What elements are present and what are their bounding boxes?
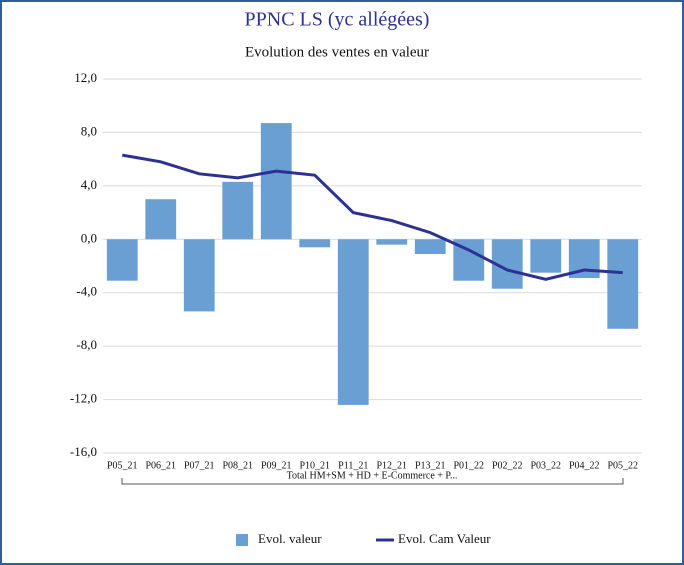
- y-tick-label: 4,0: [81, 177, 97, 192]
- bar: [106, 239, 138, 281]
- bar: [376, 239, 408, 245]
- y-tick-label: -8,0: [76, 337, 97, 352]
- legend-swatch: [236, 534, 248, 546]
- legend-label: Evol. valeur: [258, 531, 322, 546]
- line: [121, 153, 623, 281]
- y-tick-label: 8,0: [81, 123, 97, 138]
- bar: [607, 239, 639, 329]
- y-tick-label: -12,0: [70, 391, 97, 406]
- y-tick-label: 0,0: [81, 230, 97, 245]
- bar: [530, 239, 562, 273]
- chart-title: PPNC LS (yc allégées): [245, 9, 430, 31]
- chart-subtitle: Evolution des ventes en valeur: [245, 44, 429, 60]
- x-tick-label: P12_21: [376, 460, 407, 471]
- bar: [299, 239, 331, 248]
- x-tick-label: P07_21: [184, 460, 215, 471]
- x-tick-label: P04_22: [569, 460, 600, 471]
- bar: [414, 239, 446, 254]
- bar: [222, 181, 254, 240]
- y-tick-label: -4,0: [76, 284, 97, 299]
- x-tick-label: P03_22: [530, 460, 561, 471]
- x-tick-label: P02_22: [492, 460, 523, 471]
- x-tick-label: P10_21: [299, 460, 330, 471]
- x-tick-label: P11_21: [338, 460, 368, 471]
- group-bracket: [121, 478, 624, 485]
- x-tick-label: P13_21: [415, 460, 446, 471]
- x-tick-label: P05_21: [107, 460, 138, 471]
- bar: [260, 123, 292, 240]
- x-tick-label: P01_22: [453, 460, 484, 471]
- bar: [145, 199, 177, 240]
- x-tick-label: P05_22: [607, 460, 638, 471]
- x-tick-label: P09_21: [261, 460, 292, 471]
- bar: [337, 239, 369, 405]
- y-tick-label: 12,0: [74, 70, 97, 85]
- bar: [183, 239, 215, 312]
- y-tick-label: -16,0: [70, 444, 97, 459]
- legend-label: Evol. Cam Valeur: [398, 531, 491, 546]
- group-label: Total HM+SM + HD + E-Commerce + P...: [287, 470, 458, 481]
- x-tick-label: P06_21: [145, 460, 176, 471]
- x-tick-label: P08_21: [222, 460, 253, 471]
